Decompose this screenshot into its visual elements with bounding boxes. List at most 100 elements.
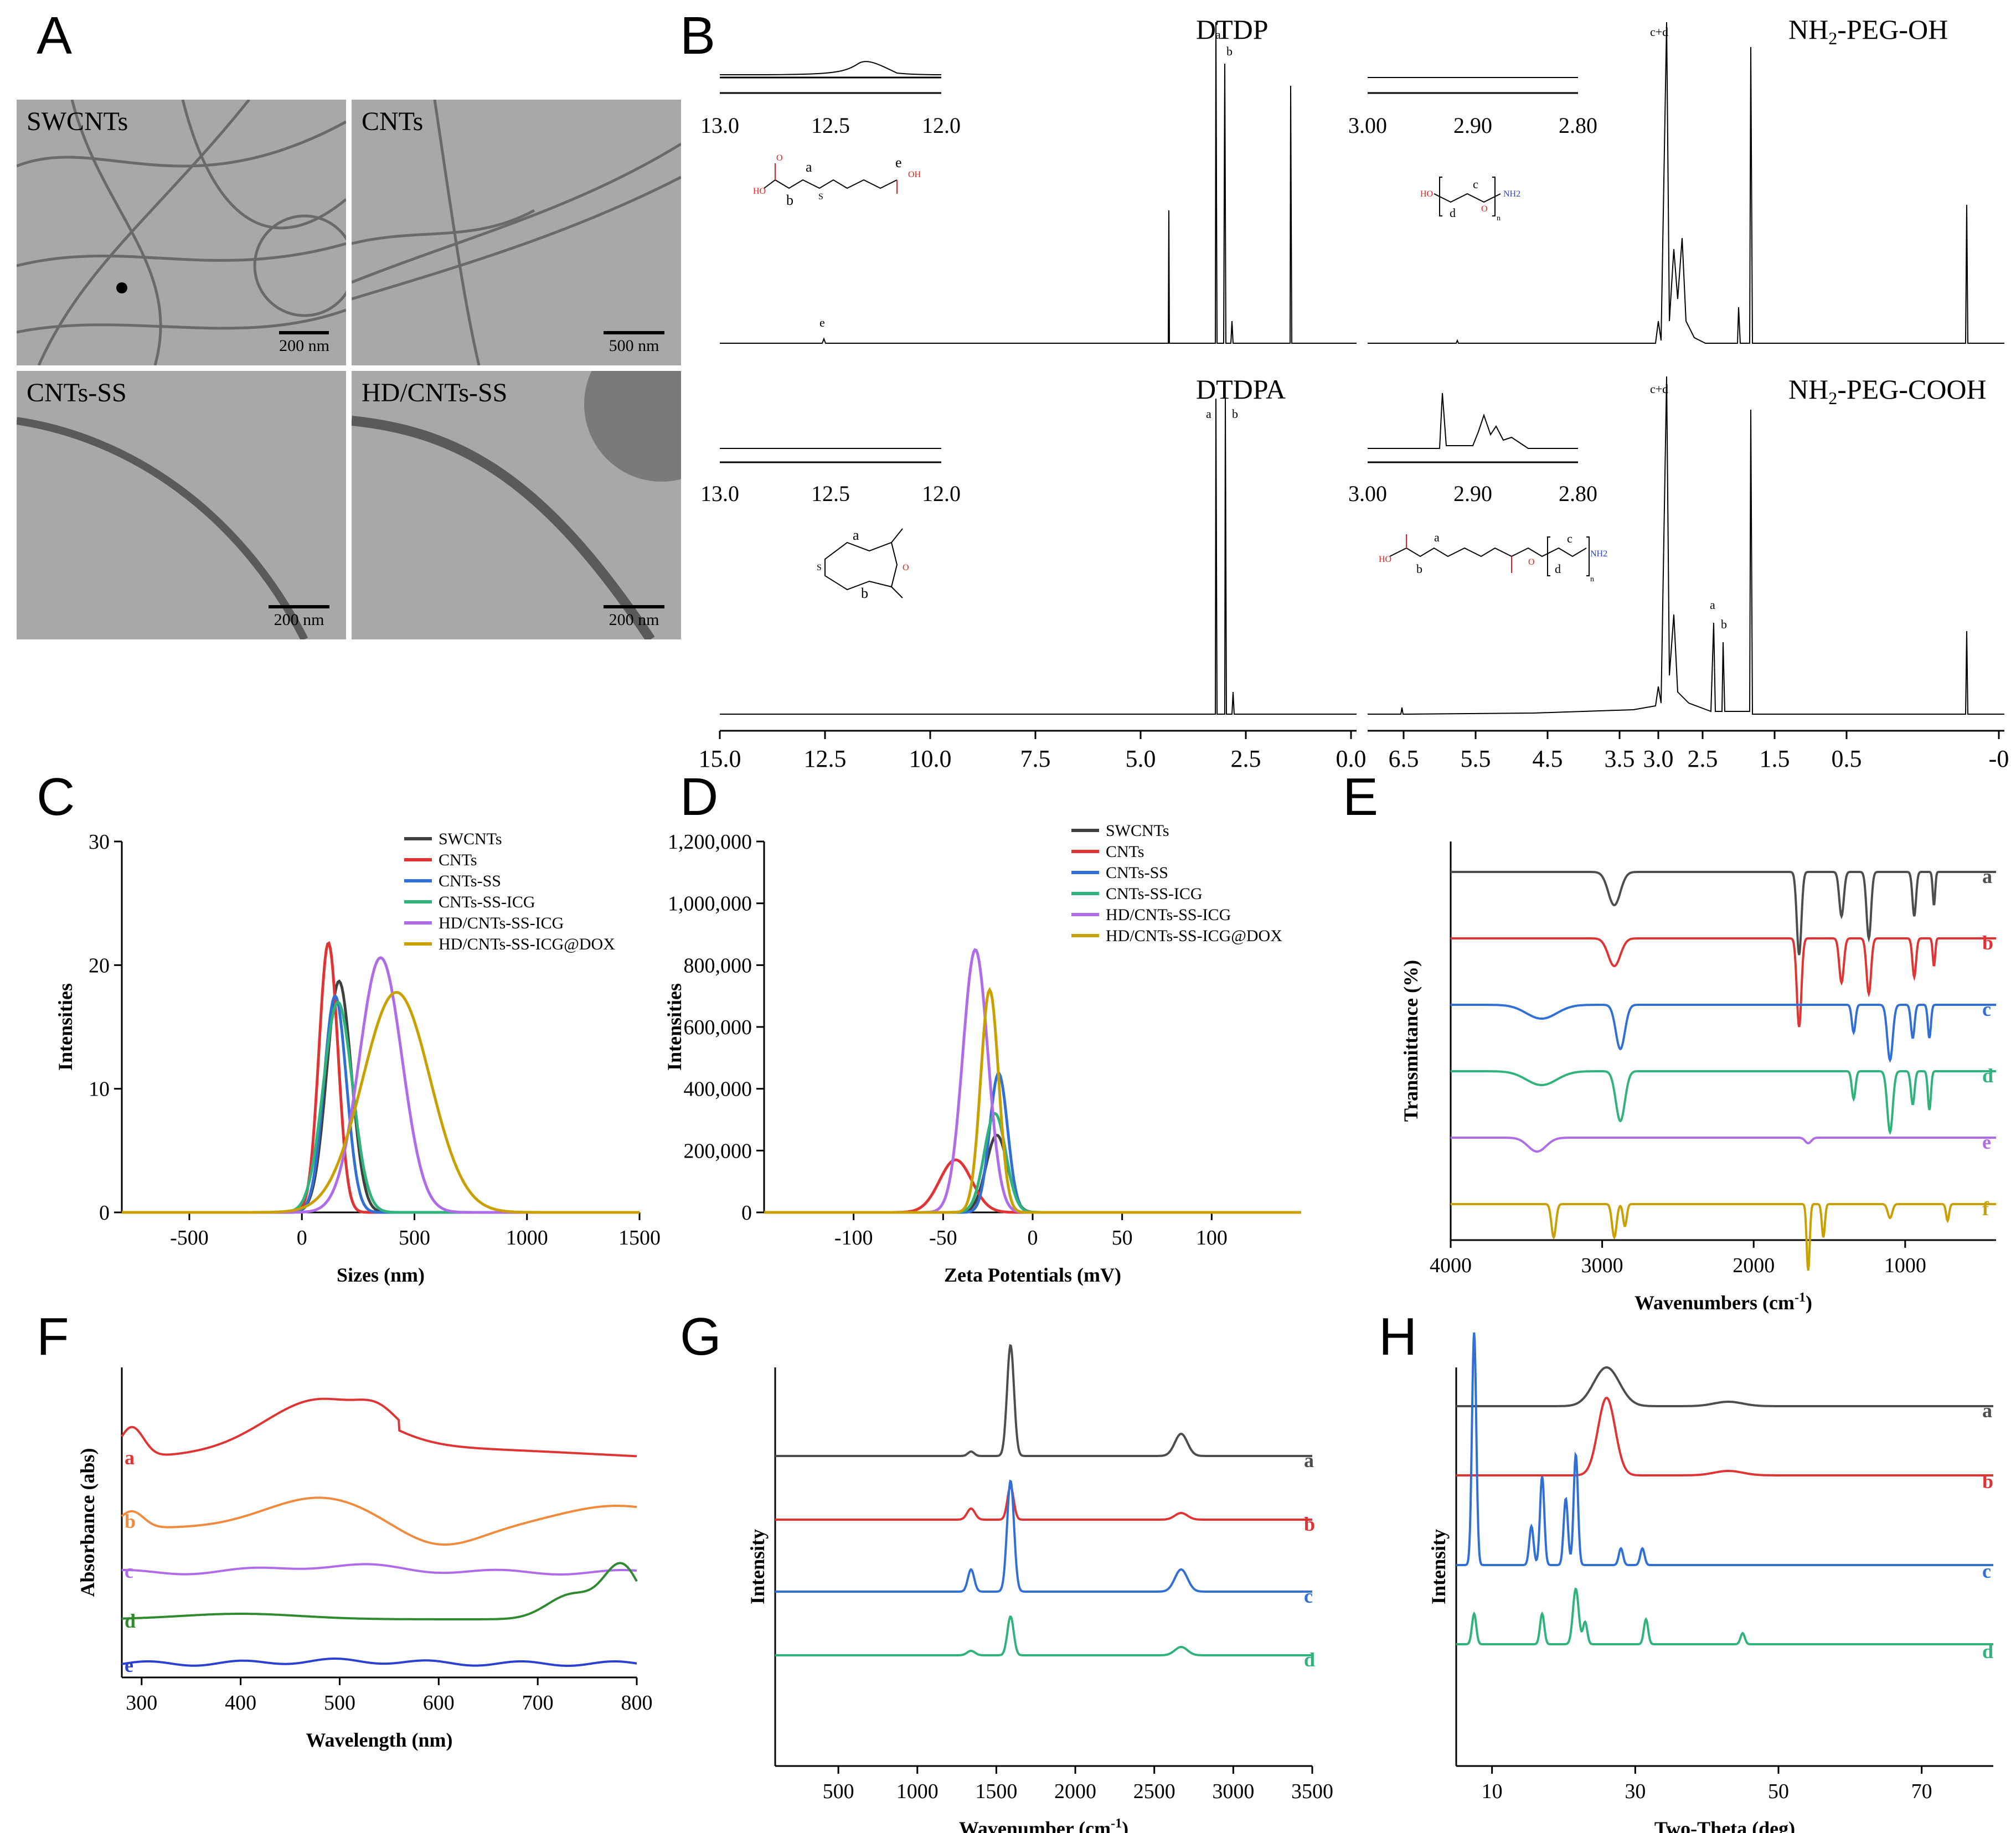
x-tick-label: 10	[1482, 1780, 1503, 1803]
x-axis-label: Sizes (nm)	[337, 1264, 425, 1286]
x-axis-label: Two-Theta (deg)	[1654, 1817, 1795, 1833]
tem-image-swcnts: SWCNTs 200 nm	[17, 100, 346, 365]
struct-label: b	[1416, 562, 1422, 576]
x-tick-label: 5.0	[1126, 745, 1156, 772]
series-line	[1451, 1004, 1996, 1063]
tem-fibers-1	[17, 100, 346, 365]
nmr-title-peg-cooh: NH2-PEG-COOH	[1788, 374, 1987, 408]
struct-label: a	[1434, 530, 1440, 544]
series-label: f	[1982, 1197, 1989, 1220]
x-tick-label: 3.5	[1605, 745, 1635, 772]
chart-e-ftir: 4000 3000 2000 1000 Wavenumbers (cm-1) Transm…	[1400, 841, 1996, 1314]
scale-bar: 200 nm	[279, 331, 329, 355]
inset-tick: 12.5	[811, 113, 850, 138]
x-tick-label: 2000	[1733, 1254, 1775, 1277]
x-tick-label: 2.5	[1231, 745, 1261, 772]
series-label: c	[1982, 998, 1991, 1020]
series-line	[764, 948, 1301, 1214]
inset-tick: 3.00	[1348, 481, 1387, 506]
peak-label: c+d	[1650, 25, 1668, 39]
x-tick-label: 3000	[1581, 1254, 1623, 1277]
chart-c-size-distribution: -500 0 500 1000 1500 0 10 20 30 Sizes (nm) Intensi…	[54, 830, 661, 1286]
x-tick-label: 2500	[1133, 1780, 1175, 1803]
tem-fibers-3	[17, 417, 308, 639]
y-tick-label: 0	[99, 1201, 110, 1225]
nmr-title-peg-oh: NH2-PEG-OH	[1788, 14, 1948, 48]
legend-label: SWCNTs	[1106, 822, 1169, 840]
x-tick-label: 3500	[1291, 1780, 1333, 1803]
series-line	[775, 1615, 1312, 1656]
x-tick-label: 15.0	[699, 745, 741, 772]
series-label: a	[1982, 865, 1992, 887]
dtdpa-structure	[824, 528, 903, 598]
struct-label: c	[1473, 177, 1478, 191]
x-tick-label: -0	[1989, 745, 2009, 772]
y-tick-label: 600,000	[684, 1016, 752, 1039]
y-axis-label: Absorbance (abs)	[76, 1448, 99, 1597]
scale-bar: 200 nm	[604, 605, 664, 629]
struct-label: S	[817, 563, 822, 572]
legend-label: SWCNTs	[439, 830, 502, 848]
scale-bar: 200 nm	[269, 605, 329, 629]
x-tick-label: 2.5	[1688, 745, 1718, 772]
legend-label: CNTs-SS	[1106, 864, 1168, 882]
series-label: d	[1304, 1649, 1315, 1671]
x-tick-label: 1000	[896, 1780, 939, 1803]
panel-label-f: F	[37, 1307, 69, 1366]
x-tick-label: 0	[297, 1226, 307, 1249]
chart-h-xrd: 10 30 50 70 Two-Theta (deg) Intensity a b c d	[1427, 1332, 1993, 1833]
peak-label: b	[1232, 407, 1238, 421]
series-line	[1451, 1070, 1996, 1135]
series-label: b	[1982, 1470, 1993, 1493]
struct-label: b	[861, 585, 868, 601]
inset-tick: 12.0	[922, 481, 961, 506]
struct-label: HO	[753, 187, 766, 196]
x-axis-label: Wavenumber (cm-1)	[959, 1816, 1128, 1833]
struct-label: e	[895, 154, 902, 171]
y-axis-label: Transmittance (%)	[1400, 960, 1422, 1122]
series-line	[121, 1658, 637, 1667]
panel-label-a: A	[37, 6, 73, 65]
peak-label: e	[819, 316, 825, 329]
tem-label: SWCNTs	[27, 107, 128, 136]
peg-cooh-spectrum	[1368, 376, 2004, 715]
struct-label: d	[1555, 562, 1561, 576]
struct-label: c	[1567, 531, 1572, 545]
series-label: c	[1304, 1585, 1313, 1607]
series-line	[1456, 1366, 1993, 1407]
tem-label: HD/CNTs-SS	[362, 378, 508, 407]
series-line	[1451, 1203, 1996, 1271]
peak-label: c+d	[1650, 382, 1668, 396]
peg-oh-structure	[1434, 177, 1501, 216]
scale-bar: 500 nm	[604, 331, 664, 355]
inset-tick: 13.0	[700, 481, 739, 506]
x-tick-label: 1500	[618, 1226, 661, 1249]
struct-label: a	[806, 159, 812, 175]
legend-label: HD/CNTs-SS-ICG	[1106, 906, 1231, 924]
panel-label-e: E	[1343, 767, 1379, 827]
dtdpa-spectrum	[720, 398, 1357, 715]
peg-cooh-structure	[1389, 534, 1590, 576]
x-axis-label: Zeta Potentials (mV)	[944, 1264, 1121, 1286]
series-line	[1456, 1396, 1993, 1476]
panel-label-d: D	[680, 767, 719, 827]
x-tick-label: 700	[522, 1691, 554, 1715]
series-line	[122, 941, 640, 1214]
panel-label-b: B	[680, 6, 716, 65]
peak-label: a	[1215, 28, 1221, 42]
nmr-title-dtdp: DTDP	[1196, 14, 1269, 45]
struct-label: a	[853, 527, 859, 543]
dtdp-spectrum	[720, 22, 1357, 344]
x-tick-label: 12.5	[804, 745, 847, 772]
series-label: b	[1982, 932, 1993, 954]
y-tick-label: 30	[89, 830, 110, 854]
y-tick-label: 1,200,000	[668, 830, 752, 854]
nmr-left-chart: 13.0 12.5 12.0 HO OH O S a b e DTDP DTDP…	[699, 14, 1367, 772]
x-tick-label: 600	[423, 1691, 455, 1715]
inset-tick: 3.00	[1348, 113, 1387, 138]
series-label: a	[1982, 1400, 1992, 1422]
x-tick-label: 100	[1196, 1226, 1228, 1249]
struct-label: d	[1450, 206, 1456, 220]
tem-image-cnts: CNTs 500 nm	[352, 100, 681, 365]
x-tick-label: 4.5	[1533, 745, 1563, 772]
